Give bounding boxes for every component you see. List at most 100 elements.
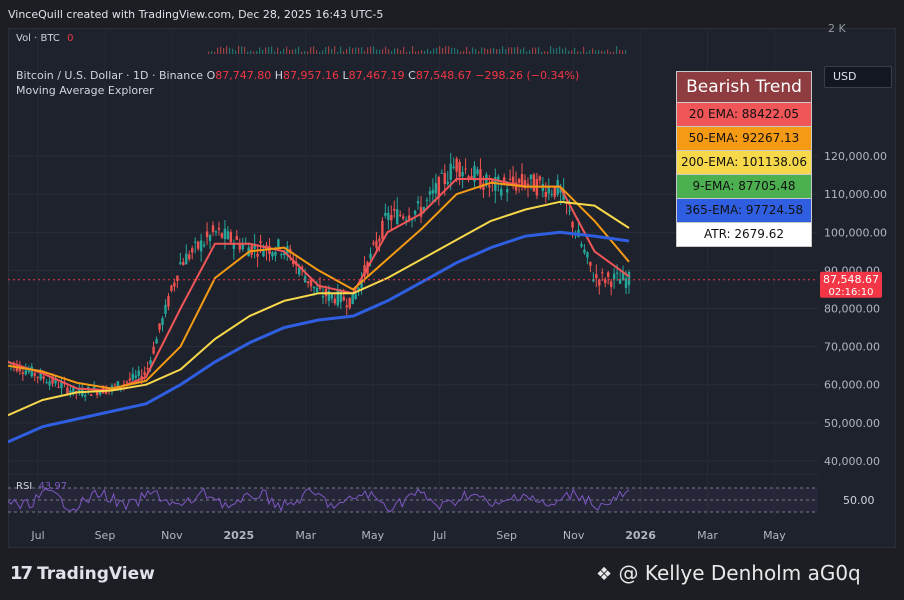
- volume-bar: [427, 48, 429, 54]
- volume-bar: [343, 51, 345, 54]
- candle-body: [393, 208, 396, 211]
- candle-body: [390, 215, 393, 221]
- time-tick-label: May: [763, 529, 786, 542]
- candle-body: [571, 221, 574, 228]
- low-label: L: [342, 69, 349, 82]
- candle-body: [604, 279, 607, 284]
- candle-body: [259, 241, 262, 243]
- volume-bar: [319, 51, 321, 54]
- volume-bar: [508, 47, 510, 54]
- candle-body: [42, 376, 45, 379]
- volume-bar: [277, 47, 279, 54]
- volume-bar: [493, 47, 495, 54]
- volume-bar: [586, 51, 588, 54]
- time-tick-label: Mar: [697, 529, 718, 542]
- candle-body: [167, 296, 170, 307]
- volume-bar: [499, 49, 501, 54]
- candle-body: [199, 240, 203, 252]
- candle-body: [482, 183, 485, 190]
- candle-body: [443, 173, 446, 185]
- volume-bar: [433, 48, 435, 54]
- candle-body: [312, 286, 316, 289]
- candle-body: [357, 287, 360, 292]
- candle-body: [544, 191, 548, 197]
- candle-body: [476, 169, 479, 175]
- ema-lines: [8, 178, 818, 444]
- volume-bar: [439, 46, 441, 54]
- volume-bar: [574, 47, 576, 54]
- volume-bar: [565, 47, 567, 54]
- close-label: C: [408, 69, 416, 82]
- candle-body: [137, 370, 140, 376]
- volume-legend: Vol · BTC 0: [16, 33, 73, 44]
- volume-bar: [535, 47, 537, 54]
- volume-bar: [607, 49, 609, 54]
- tradingview-logo[interactable]: 17 TradingView: [10, 563, 155, 584]
- volume-scale-label: 2 K: [828, 22, 846, 35]
- candle-body: [226, 231, 230, 239]
- volume-bar: [217, 47, 219, 54]
- volume-bar: [379, 49, 381, 54]
- volume-bar: [463, 50, 465, 54]
- volume-bar: [559, 46, 561, 54]
- candle-body: [387, 212, 390, 220]
- volume-bar: [283, 48, 285, 54]
- candle-body: [69, 390, 72, 393]
- time-tick-label: 2026: [625, 529, 656, 542]
- time-tick-label: Jul: [30, 529, 44, 542]
- candles: [8, 46, 631, 402]
- volume-bar: [307, 51, 309, 54]
- volume-bar: [211, 51, 213, 54]
- volume-bar: [475, 49, 477, 54]
- volume-bar: [340, 46, 342, 54]
- trend-table: Bearish Trend 20 EMA: 88422.05 50-EMA: 9…: [676, 71, 812, 247]
- volume-bar: [529, 49, 531, 54]
- time-tick-label: May: [361, 529, 384, 542]
- rsi-label: RSI: [16, 481, 33, 492]
- volume-bar: [538, 47, 540, 54]
- volume-bar: [592, 48, 594, 54]
- candle-body: [621, 272, 625, 281]
- volume-bar: [301, 51, 303, 54]
- volume-bar: [583, 46, 585, 54]
- candle-body: [182, 261, 185, 266]
- volume-bar: [292, 49, 294, 54]
- candle-body: [125, 381, 129, 383]
- symbol-title[interactable]: Bitcoin / U.S. Dollar · 1D · Binance: [16, 69, 204, 82]
- candle-body: [297, 267, 301, 275]
- candle-body: [520, 174, 524, 186]
- price-tick-label: 110,000.00: [824, 188, 887, 201]
- time-tick-label: Nov: [161, 529, 183, 542]
- volume-bar: [226, 46, 228, 54]
- candle-body: [396, 209, 399, 225]
- volume-bar: [295, 48, 297, 54]
- candle-body: [375, 240, 378, 248]
- change-value: −298.26 (−0.34%): [475, 69, 580, 82]
- candle-body: [500, 188, 503, 196]
- candle-body: [185, 253, 188, 265]
- candle-body: [431, 189, 435, 194]
- candle-body: [36, 376, 39, 378]
- volume-bar: [388, 49, 390, 54]
- candle-body: [33, 373, 36, 376]
- volume-bar: [466, 46, 468, 54]
- candle-body: [232, 243, 236, 249]
- currency-button[interactable]: USD: [824, 66, 892, 88]
- candle-body: [488, 185, 491, 188]
- candle-body: [595, 274, 598, 279]
- price-tick-label: 70,000.00: [824, 341, 880, 354]
- volume-bar: [337, 51, 339, 54]
- candle-body: [342, 296, 345, 301]
- candle-body: [505, 189, 509, 193]
- candle-body: [416, 201, 420, 204]
- candle-body: [428, 191, 432, 195]
- candle-body: [98, 391, 102, 395]
- candle-body: [235, 236, 238, 240]
- price-axis: 40,000.00 50,000.00 60,000.00 70,000.00 80,0…: [820, 150, 887, 468]
- volume-bar: [382, 48, 384, 54]
- volume-bar: [547, 51, 549, 54]
- indicator-legend[interactable]: Moving Average Explorer: [16, 84, 154, 97]
- candle-body: [336, 289, 340, 306]
- candle-body: [191, 248, 194, 253]
- candle-body: [399, 214, 402, 216]
